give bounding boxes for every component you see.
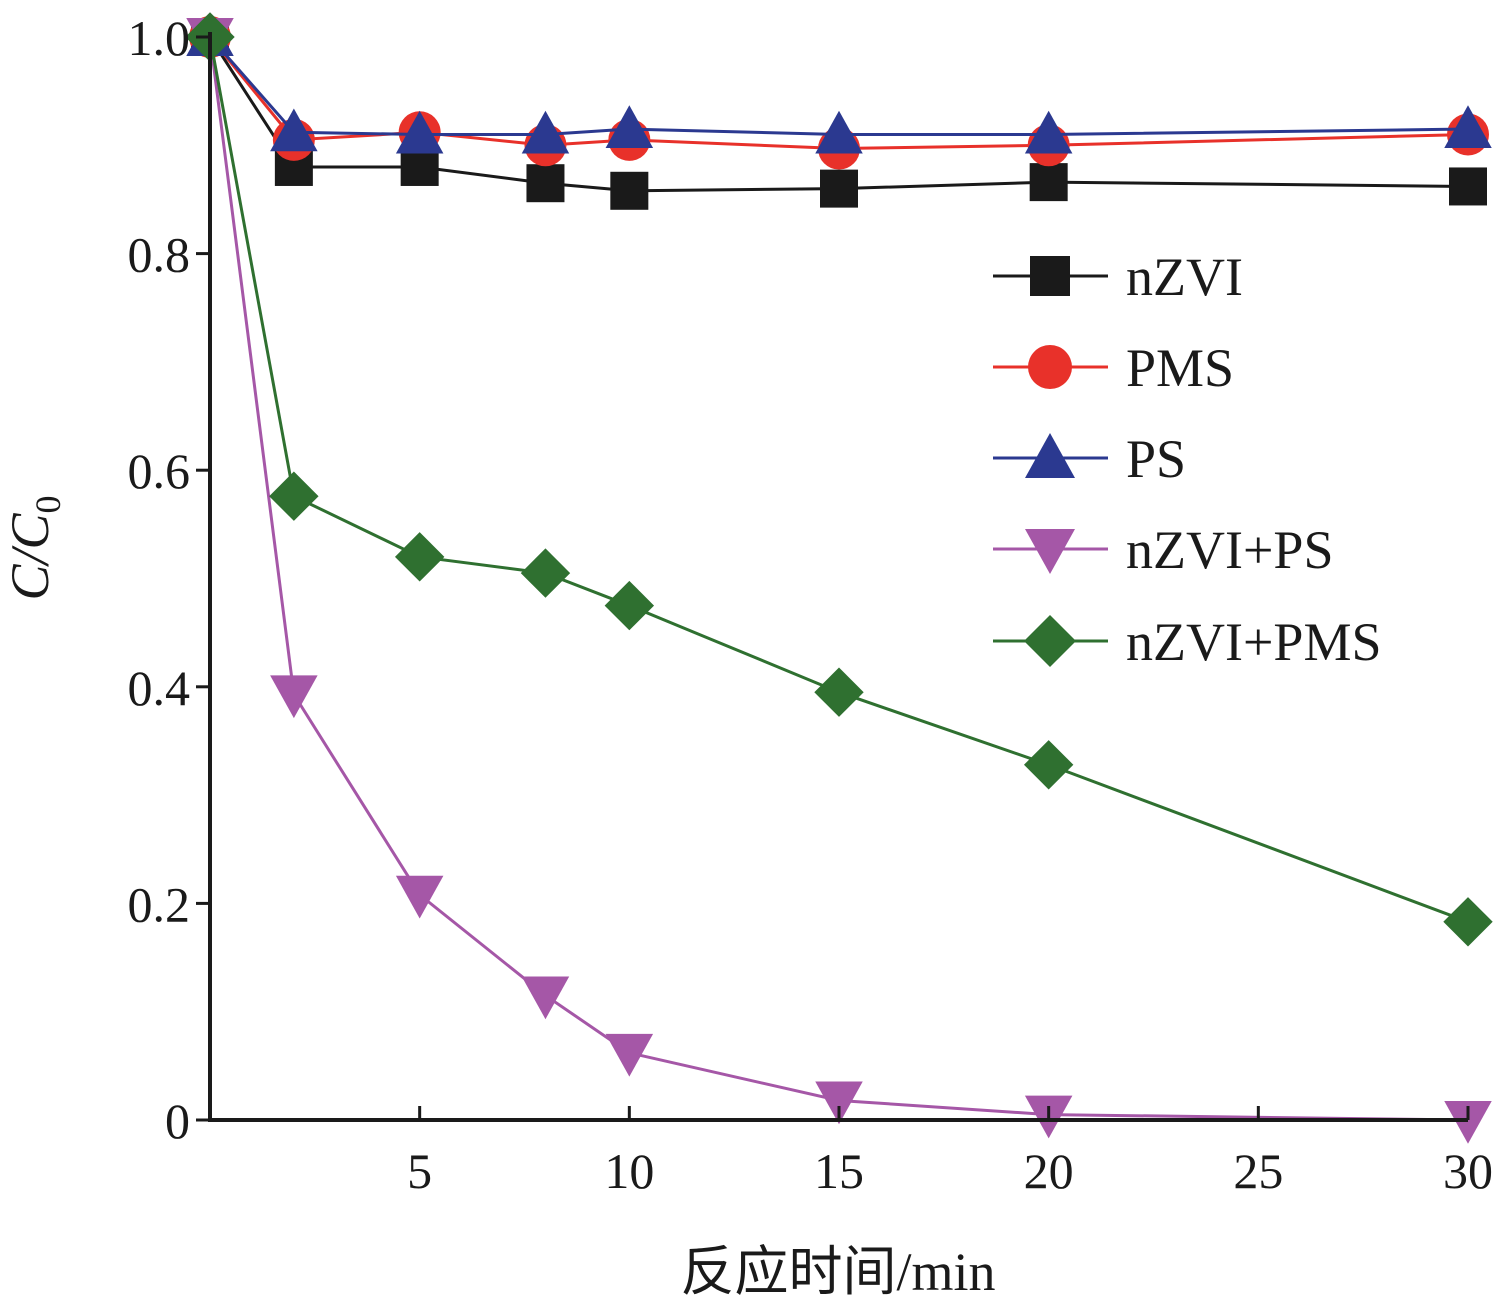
data-point — [820, 169, 858, 208]
legend-item: nZVI+PMS — [993, 612, 1382, 672]
legend-item: nZVI+PS — [993, 520, 1333, 580]
series-nzvi-plus-pms — [185, 12, 1493, 947]
series-line — [208, 36, 1469, 151]
data-point — [1449, 167, 1487, 206]
series-line — [208, 36, 1469, 136]
data-point — [604, 580, 655, 631]
data-point — [814, 667, 864, 717]
x-tick-label: 25 — [1233, 1143, 1283, 1199]
y-axis-title-subscript: 0 — [28, 495, 68, 513]
y-tick-label: 0.2 — [128, 876, 191, 932]
data-point — [521, 110, 570, 154]
data-point — [815, 110, 863, 154]
data-point — [520, 548, 571, 598]
data-point — [394, 532, 445, 582]
y-tick-label: 0.8 — [128, 227, 191, 283]
x-tick-label: 20 — [1024, 1143, 1074, 1199]
data-point — [1444, 1101, 1492, 1144]
x-tick-label: 15 — [814, 1143, 864, 1199]
legend-marker — [1025, 433, 1075, 478]
legend-marker — [1025, 529, 1075, 574]
data-point — [400, 147, 439, 186]
y-tick-label: 1.0 — [128, 10, 191, 66]
legend-marker — [1024, 615, 1076, 667]
legend-item: nZVI — [993, 247, 1243, 307]
axes: 5 10 15 20 25 30 0 0.2 0.4 0.6 0.8 1.0 — [128, 10, 1494, 1199]
data-point — [395, 875, 444, 919]
legend-label: PS — [1126, 429, 1186, 489]
series-line — [208, 36, 1469, 1122]
data-point — [605, 105, 654, 149]
legend-marker — [1028, 345, 1072, 389]
data-point — [270, 675, 318, 719]
legend-label: nZVI+PMS — [1126, 612, 1382, 672]
data-point — [605, 1033, 654, 1077]
x-tick-label: 10 — [604, 1143, 654, 1199]
data-point — [395, 110, 444, 154]
data-point — [1024, 110, 1073, 154]
data-point — [269, 471, 319, 521]
legend-label: PMS — [1126, 338, 1234, 398]
series-line — [208, 36, 1469, 193]
legend-item: PS — [993, 429, 1186, 489]
y-tick-label: 0.4 — [128, 660, 191, 716]
y-axis-title: C/C0 — [0, 495, 68, 600]
data-point — [1444, 105, 1492, 149]
x-tick-label: 30 — [1443, 1143, 1493, 1199]
legend-marker — [1030, 256, 1070, 296]
data-point — [1029, 163, 1068, 202]
data-point — [521, 976, 570, 1020]
y-axis-title-main: C/C — [0, 513, 60, 601]
data-point — [270, 108, 318, 152]
y-tick-label: 0 — [165, 1093, 190, 1149]
data-point — [610, 171, 649, 210]
legend-label: nZVI — [1126, 247, 1243, 307]
x-tick-label: 5 — [407, 1143, 432, 1199]
x-axis-title: 反应时间/min — [680, 1242, 995, 1299]
legend: nZVI PMS PS nZVI+PS nZVI+PMS — [993, 247, 1382, 672]
data-point — [815, 1081, 863, 1125]
data-point — [1443, 897, 1493, 947]
data-point — [1023, 740, 1074, 790]
series-ps — [186, 13, 1492, 154]
series-line — [208, 36, 1469, 924]
series-layer — [185, 12, 1493, 1144]
legend-item: PMS — [993, 338, 1234, 398]
legend-label: nZVI+PS — [1126, 520, 1333, 580]
data-point — [526, 164, 565, 203]
y-tick-label: 0.6 — [128, 443, 191, 499]
